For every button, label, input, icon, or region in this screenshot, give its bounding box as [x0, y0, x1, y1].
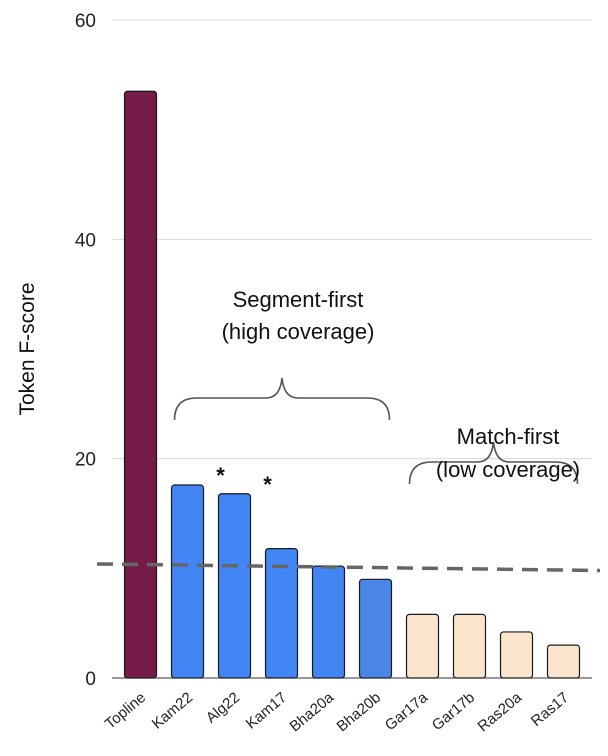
curly-brace: [408, 441, 579, 485]
bars: [123, 90, 581, 679]
group-annotations: Segment-first (high coverage) Match-first (…: [173, 287, 580, 485]
x-tick-label: Gar17b: [429, 689, 478, 734]
group-label: (low coverage): [436, 457, 580, 482]
x-tick-label: Kam22: [149, 689, 196, 733]
group-label: Match-first: [457, 424, 560, 449]
group-label: (high coverage): [222, 319, 375, 344]
x-tick-label: Topline: [102, 689, 149, 733]
y-axis-label: Token F-score: [16, 282, 39, 415]
x-tick-label: Ras20a: [475, 689, 526, 736]
bar-bha20a: [311, 565, 346, 679]
bar-gar17b: [452, 613, 487, 679]
y-tick-label: 60: [75, 11, 96, 32]
group-label: Segment-first: [233, 287, 364, 312]
significance-mark: *: [263, 472, 272, 497]
x-tick-label: Alg22: [203, 689, 243, 727]
x-tick-label: Gar17a: [382, 689, 432, 735]
x-tick-label: Bha20a: [287, 689, 338, 736]
bar-kam22: [170, 484, 205, 679]
y-tick-label: 0: [85, 669, 96, 690]
x-axis-ticks: Topline Kam22 Alg22 Kam17Bha20aBha20bGar17a…: [102, 689, 572, 736]
bar-ras17: [546, 644, 581, 679]
x-tick-label: Bha20b: [334, 689, 385, 735]
y-tick-label: 20: [75, 450, 96, 471]
y-axis-ticks: 0 20 40 60: [75, 11, 96, 690]
bar-gar17a: [405, 613, 440, 679]
x-tick-label: Kam17: [243, 689, 290, 733]
bar-bha20b: [358, 578, 393, 679]
x-tick-label: Ras17: [528, 689, 572, 730]
significance-mark: *: [216, 463, 225, 488]
y-tick-label: 40: [75, 230, 96, 251]
dashed-reference-line: [96, 562, 601, 573]
significance-marks: * *: [216, 463, 272, 497]
bar-kam17: [264, 547, 299, 679]
bar-topline: [123, 90, 158, 679]
reference-line: [96, 562, 601, 573]
bar-alg22: [217, 493, 252, 679]
bar-ras20a: [499, 631, 534, 679]
curly-brace: [173, 377, 391, 421]
